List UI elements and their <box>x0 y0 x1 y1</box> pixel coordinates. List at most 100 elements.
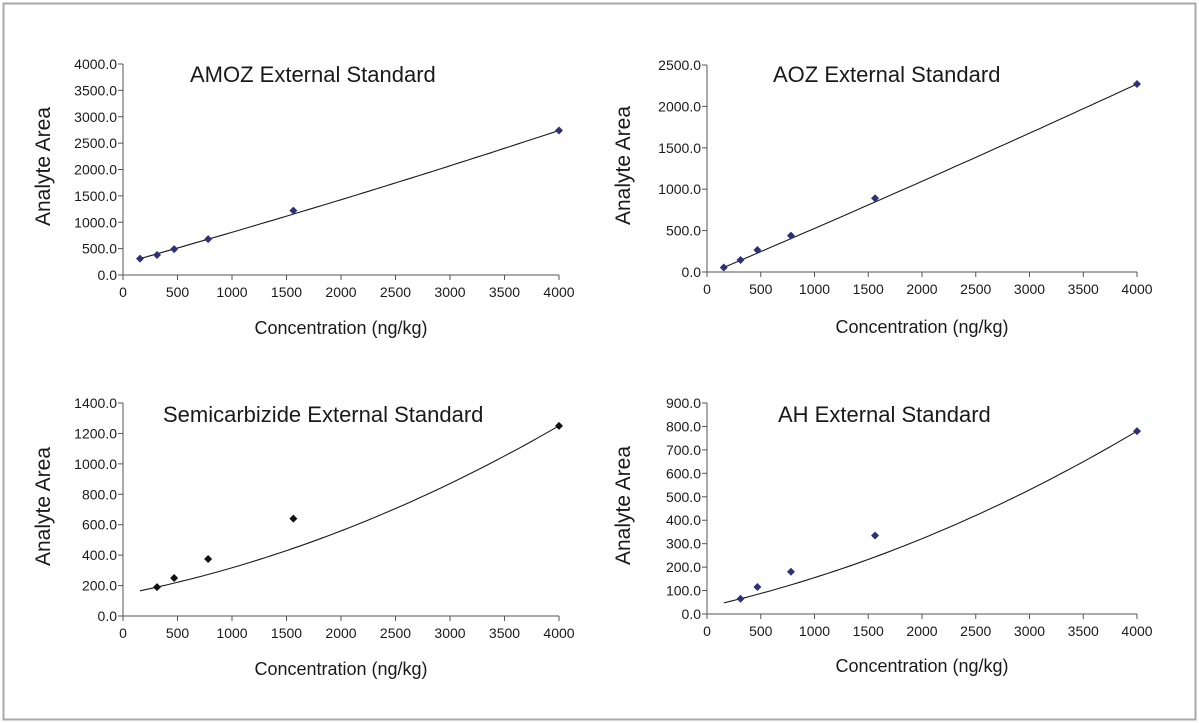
data-point <box>871 531 880 540</box>
x-tick-label: 2000 <box>906 623 937 639</box>
y-axis-label: Analyte Area <box>612 446 635 565</box>
y-axis-label: Analyte Area <box>32 107 55 226</box>
x-axis-label: Concentration (ng/kg) <box>835 317 1008 337</box>
y-axis-label: Analyte Area <box>612 106 635 225</box>
x-tick-label: 2500 <box>380 625 411 641</box>
x-tick-label: 4000 <box>1121 281 1152 297</box>
y-tick-label: 800.0 <box>666 418 701 434</box>
data-point <box>289 206 298 215</box>
x-tick-label: 4000 <box>1121 623 1152 639</box>
x-tick-label: 3500 <box>1068 281 1099 297</box>
x-tick-label: 1000 <box>216 625 247 641</box>
y-tick-label: 2000.0 <box>74 162 117 178</box>
y-tick-label: 1500.0 <box>658 140 701 156</box>
data-point <box>786 567 795 576</box>
y-tick-label: 1000.0 <box>74 456 117 472</box>
x-tick-label: 500 <box>749 281 773 297</box>
x-tick-label: 3500 <box>489 625 520 641</box>
fit-line <box>139 425 560 592</box>
y-tick-label: 0.0 <box>98 608 118 624</box>
chart-aoz: 0 500 1000 1500 2000 2500 3000 3500 4000 0.0 500.0… <box>612 57 1153 337</box>
data-point <box>786 231 795 240</box>
y-tick-label: 500.0 <box>666 223 701 239</box>
x-axis-label: Concentration (ng/kg) <box>254 318 427 338</box>
data-point <box>1133 80 1141 89</box>
data-point <box>136 254 145 263</box>
y-tick-label: 4000.0 <box>74 56 117 72</box>
x-tick-label: 2000 <box>325 625 356 641</box>
x-tick-label: 2500 <box>960 623 991 639</box>
x-tick-label: 1500 <box>271 625 302 641</box>
y-tick-label: 500.0 <box>82 241 117 257</box>
y-tick-label: 1400.0 <box>74 395 117 411</box>
data-point <box>736 594 745 603</box>
x-tick-label: 500 <box>749 623 773 639</box>
y-tick-label: 2500.0 <box>658 57 701 73</box>
x-tick-label: 3500 <box>489 284 520 300</box>
y-tick-label: 3500.0 <box>74 82 117 98</box>
data-point <box>736 255 745 264</box>
data-point <box>555 421 563 430</box>
data-point <box>555 126 563 135</box>
data-point <box>1133 427 1141 436</box>
data-point <box>753 246 762 255</box>
x-tick-label: 3000 <box>434 284 465 300</box>
y-tick-label: 400.0 <box>82 547 117 563</box>
chart-title: AMOZ External Standard <box>190 62 436 87</box>
x-tick-label: 2500 <box>380 284 411 300</box>
data-point <box>753 583 762 592</box>
y-tick-label: 1000.0 <box>74 214 117 230</box>
x-tick-label: 3000 <box>1014 281 1045 297</box>
y-tick-label: 700.0 <box>666 442 701 458</box>
x-tick-label: 4000 <box>543 284 574 300</box>
x-tick-label: 3000 <box>1014 623 1045 639</box>
x-tick-label: 1000 <box>799 623 830 639</box>
y-tick-label: 2500.0 <box>74 135 117 151</box>
y-tick-label: 500.0 <box>666 489 701 505</box>
chart-ah: 0 500 1000 1500 2000 2500 3000 3500 4000 0.0 100.0… <box>612 395 1153 676</box>
data-point <box>170 245 179 254</box>
y-tick-label: 100.0 <box>666 583 701 599</box>
chart-title: Semicarbizide External Standard <box>163 402 483 427</box>
y-tick-label: 600.0 <box>82 517 117 533</box>
x-tick-label: 0 <box>703 281 711 297</box>
fit-line <box>723 430 1138 604</box>
data-point <box>153 583 162 592</box>
y-tick-label: 2000.0 <box>658 98 701 114</box>
y-tick-label: 800.0 <box>82 486 117 502</box>
x-tick-label: 0 <box>119 284 127 300</box>
x-tick-label: 500 <box>166 625 190 641</box>
y-tick-label: 900.0 <box>666 395 701 411</box>
y-tick-label: 300.0 <box>666 536 701 552</box>
x-tick-label: 3500 <box>1068 623 1099 639</box>
chart-title: AOZ External Standard <box>773 62 1000 87</box>
data-point <box>204 235 213 244</box>
x-tick-label: 0 <box>119 625 127 641</box>
x-tick-label: 4000 <box>543 625 574 641</box>
x-tick-label: 1000 <box>799 281 830 297</box>
y-tick-label: 1000.0 <box>658 181 701 197</box>
x-tick-label: 2500 <box>960 281 991 297</box>
y-tick-label: 1200.0 <box>74 425 117 441</box>
x-tick-label: 1500 <box>853 623 884 639</box>
x-tick-label: 1500 <box>853 281 884 297</box>
y-axis-label: Analyte Area <box>32 447 55 566</box>
data-point <box>289 514 298 523</box>
x-axis-label: Concentration (ng/kg) <box>254 659 427 679</box>
chart-amoz: 0 500 1000 1500 2000 2500 3000 3500 4000 0.0 500.0… <box>32 56 575 338</box>
data-point <box>719 263 728 272</box>
x-tick-label: 2000 <box>906 281 937 297</box>
x-tick-label: 2000 <box>325 284 356 300</box>
y-tick-label: 0.0 <box>682 264 702 280</box>
x-tick-label: 0 <box>703 623 711 639</box>
y-tick-label: 200.0 <box>666 559 701 575</box>
chart-semicarbizide: 0 500 1000 1500 2000 2500 3000 3500 4000 0.0 200.0… <box>32 395 575 679</box>
y-tick-label: 0.0 <box>98 267 118 283</box>
data-point <box>170 573 179 582</box>
y-tick-label: 3000.0 <box>74 109 117 125</box>
x-tick-label: 3000 <box>434 625 465 641</box>
data-point <box>871 194 880 203</box>
y-tick-label: 200.0 <box>82 578 117 594</box>
